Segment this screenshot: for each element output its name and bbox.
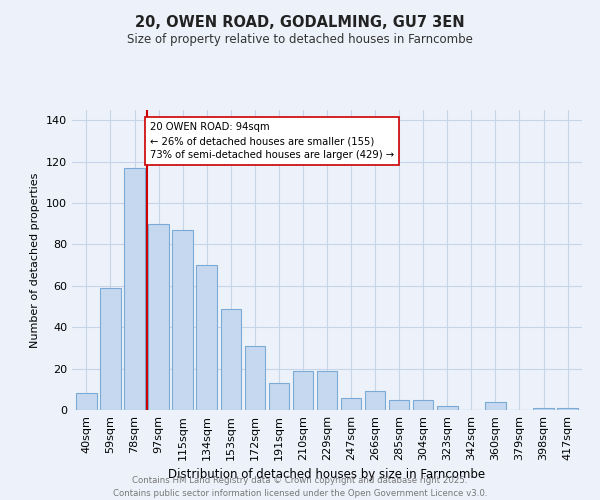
Bar xyxy=(76,394,97,410)
Text: Contains HM Land Registry data © Crown copyright and database right 2025.
Contai: Contains HM Land Registry data © Crown c… xyxy=(113,476,487,498)
Bar xyxy=(172,230,193,410)
Bar xyxy=(341,398,361,410)
Text: Size of property relative to detached houses in Farncombe: Size of property relative to detached ho… xyxy=(127,32,473,46)
Bar xyxy=(389,400,409,410)
Bar xyxy=(245,346,265,410)
Bar xyxy=(293,370,313,410)
X-axis label: Distribution of detached houses by size in Farncombe: Distribution of detached houses by size … xyxy=(169,468,485,481)
Bar xyxy=(317,370,337,410)
Bar xyxy=(437,406,458,410)
Text: 20 OWEN ROAD: 94sqm
← 26% of detached houses are smaller (155)
73% of semi-detac: 20 OWEN ROAD: 94sqm ← 26% of detached ho… xyxy=(150,122,394,160)
Bar xyxy=(124,168,145,410)
Text: 20, OWEN ROAD, GODALMING, GU7 3EN: 20, OWEN ROAD, GODALMING, GU7 3EN xyxy=(135,15,465,30)
Bar xyxy=(485,402,506,410)
Bar xyxy=(533,408,554,410)
Bar xyxy=(413,400,433,410)
Y-axis label: Number of detached properties: Number of detached properties xyxy=(31,172,40,348)
Bar xyxy=(148,224,169,410)
Bar xyxy=(196,265,217,410)
Bar xyxy=(100,288,121,410)
Bar xyxy=(269,383,289,410)
Bar xyxy=(221,308,241,410)
Bar xyxy=(557,408,578,410)
Bar xyxy=(365,392,385,410)
